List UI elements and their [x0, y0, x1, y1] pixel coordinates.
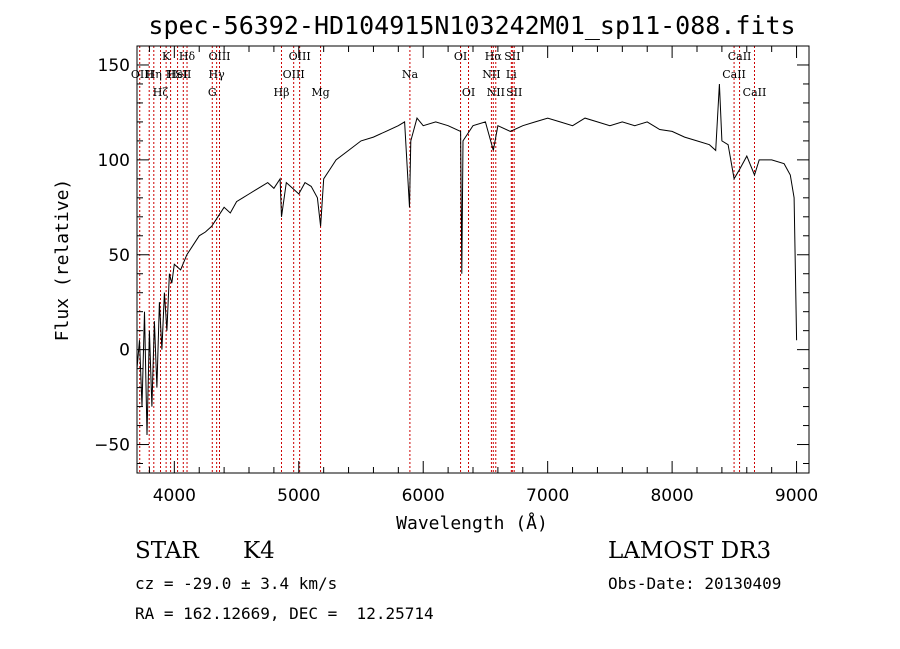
- line-marker-label-18: OI: [462, 86, 475, 99]
- line-marker-label-24: SII: [506, 86, 522, 99]
- line-markers: [139, 46, 755, 473]
- y-tick-label--50: −50: [94, 436, 130, 456]
- line-marker-labels: OIIHHηHζKHHeISIIHδGHγOIIIHβOIIIOIIIMgNaO…: [131, 50, 766, 99]
- axis-ticks: [137, 45, 809, 473]
- line-marker-label-13: OIII: [283, 68, 305, 81]
- object-subclass: K4: [243, 538, 275, 564]
- x-tick-label-8000: 8000: [650, 486, 693, 506]
- x-axis-label: Wavelength (Å): [396, 512, 548, 534]
- object-class: STAR: [135, 538, 199, 564]
- line-marker-label-25: CaII: [722, 68, 746, 81]
- line-marker-label-11: OIII: [208, 50, 230, 63]
- line-marker-label-1: H: [144, 68, 154, 81]
- y-tick-label-50: 50: [108, 246, 130, 266]
- line-marker-label-3: Hζ: [153, 86, 169, 99]
- line-marker-label-17: OI: [454, 50, 467, 63]
- line-marker-label-12: Hβ: [274, 86, 290, 99]
- x-tick-label-4000: 4000: [153, 486, 196, 506]
- y-tick-label-150: 150: [98, 56, 130, 76]
- line-marker-label-8: Hδ: [179, 50, 196, 63]
- x-tick-label-5000: 5000: [277, 486, 320, 506]
- line-marker-label-14: OIII: [289, 50, 311, 63]
- x-tick-label-6000: 6000: [402, 486, 445, 506]
- line-marker-label-22: Li: [506, 68, 517, 81]
- line-marker-label-26: CaII: [728, 50, 752, 63]
- observation-date: Obs-Date: 20130409: [608, 574, 782, 593]
- y-tick-label-0: 0: [119, 341, 130, 361]
- line-marker-label-7: SII: [175, 68, 191, 81]
- line-marker-label-15: Mg: [311, 86, 329, 99]
- line-marker-label-4: K: [162, 50, 171, 63]
- y-tick-label-100: 100: [98, 151, 130, 171]
- line-marker-label-27: CaII: [743, 86, 767, 99]
- x-tick-label-9000: 9000: [775, 486, 818, 506]
- line-marker-label-21: NII: [487, 86, 505, 99]
- axis-tick-labels: 4000 5000 6000 7000 8000 9000 −50 0 50 100 150: [94, 56, 818, 506]
- line-marker-label-23: SII: [504, 50, 520, 63]
- y-axis-label: Flux (relative): [52, 179, 73, 342]
- line-marker-label-5: H: [166, 68, 176, 81]
- sky-coordinates: RA = 162.12669, DEC = 12.25714: [135, 604, 434, 623]
- spectrum-line: [136, 83, 798, 436]
- line-marker-label-20: Hα: [485, 50, 503, 63]
- chart-title: spec-56392-HD104915N103242M01_sp11-088.f…: [148, 11, 795, 40]
- plot-frame: [136, 45, 810, 474]
- line-marker-label-19: NII: [482, 68, 500, 81]
- line-marker-label-6: HeI: [167, 68, 187, 81]
- survey-name: LAMOST DR3: [608, 538, 772, 564]
- x-tick-label-7000: 7000: [526, 486, 569, 506]
- redshift-velocity: cz = -29.0 ± 3.4 km/s: [135, 574, 338, 593]
- line-marker-label-2: Hη: [146, 68, 162, 81]
- line-marker-label-10: Hγ: [209, 68, 226, 81]
- line-marker-label-0: OII: [131, 68, 149, 81]
- line-marker-label-16: Na: [402, 68, 419, 81]
- line-marker-label-9: G: [208, 86, 217, 99]
